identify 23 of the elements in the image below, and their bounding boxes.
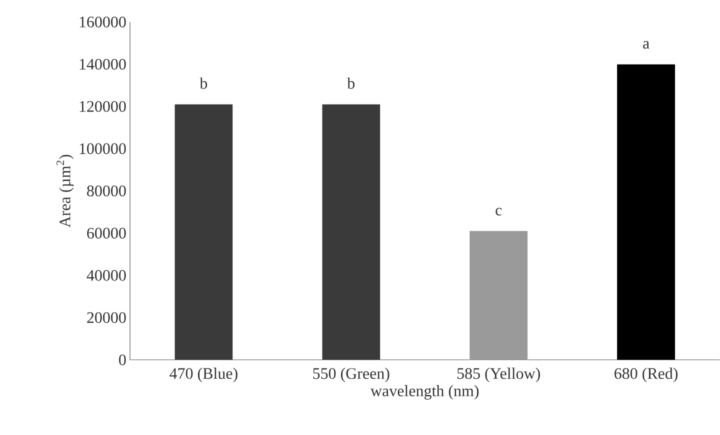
x-axis-title: wavelength (nm) bbox=[370, 385, 479, 400]
y-tick-label: 60000 bbox=[87, 228, 126, 239]
y-tick-label: 20000 bbox=[87, 312, 126, 324]
y-tick-label: 120000 bbox=[80, 101, 126, 112]
x-tick-label: 550 (Green) bbox=[313, 368, 390, 382]
x-tick-label: 470 (Blue) bbox=[170, 368, 238, 382]
annotation: b bbox=[200, 78, 208, 89]
y-tick-label: 100000 bbox=[80, 143, 126, 154]
annotation: b bbox=[347, 78, 355, 89]
x-tick-label: 585 (Yellow) bbox=[457, 368, 540, 382]
y-tick-label: 80000 bbox=[87, 186, 126, 196]
y-tick-label: 0 bbox=[119, 354, 126, 366]
bar bbox=[617, 64, 676, 360]
annotation: a bbox=[643, 41, 650, 49]
annotation: c bbox=[496, 208, 502, 216]
bar bbox=[322, 104, 380, 360]
x-tick-label: 680 (Red) bbox=[614, 368, 678, 382]
bar bbox=[470, 231, 528, 360]
y-tick-label: 160000 bbox=[80, 16, 126, 28]
y-tick-label: 40000 bbox=[86, 270, 126, 281]
bar bbox=[174, 104, 233, 360]
y-axis-title: Area (µm$^{2}$) bbox=[56, 154, 74, 228]
y-tick-label: 140000 bbox=[80, 58, 126, 70]
